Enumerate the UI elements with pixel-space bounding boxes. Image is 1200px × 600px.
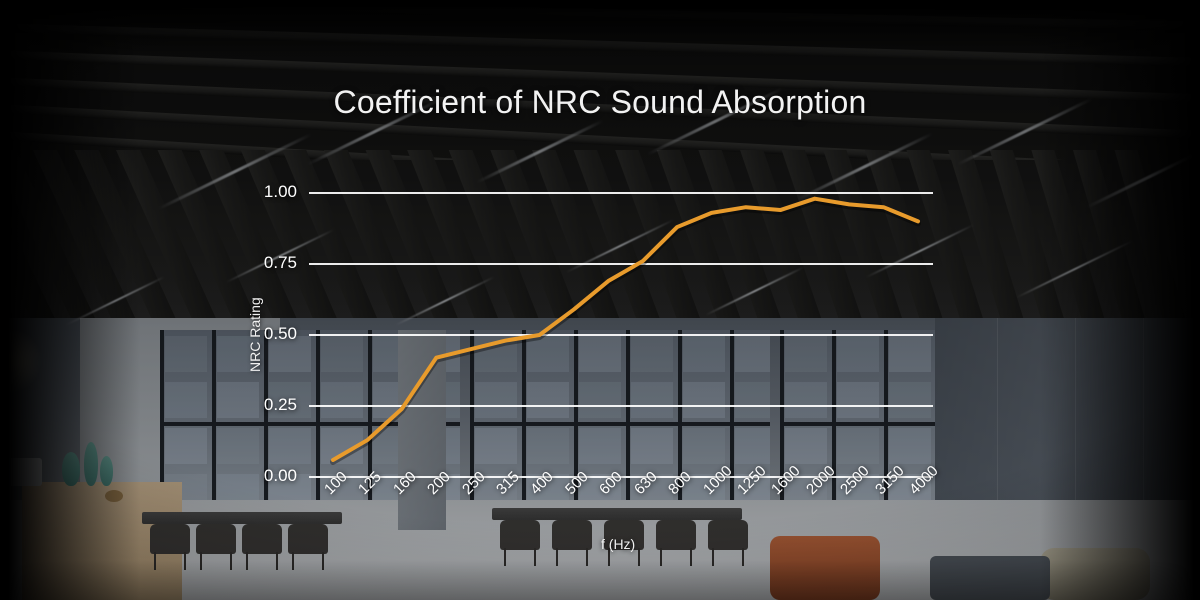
y-tick-label: 0.50 [263,324,297,343]
series-line-shadow [330,197,921,465]
series-line [331,196,920,462]
bottom-fade [0,560,1200,600]
chart-title: Coefficient of NRC Sound Absorption [333,84,867,120]
y-tick-label: 1.00 [263,182,297,201]
left-fade [0,0,140,600]
y-tick-label: 0.00 [263,466,297,485]
top-fade [0,0,1200,60]
y-tick-label: 0.25 [263,395,297,414]
y-axis-label: NRC Rating [247,297,263,372]
x-axis-label: f (Hz) [601,536,636,552]
y-tick-label: 0.75 [263,253,297,272]
right-fade [1040,0,1200,600]
